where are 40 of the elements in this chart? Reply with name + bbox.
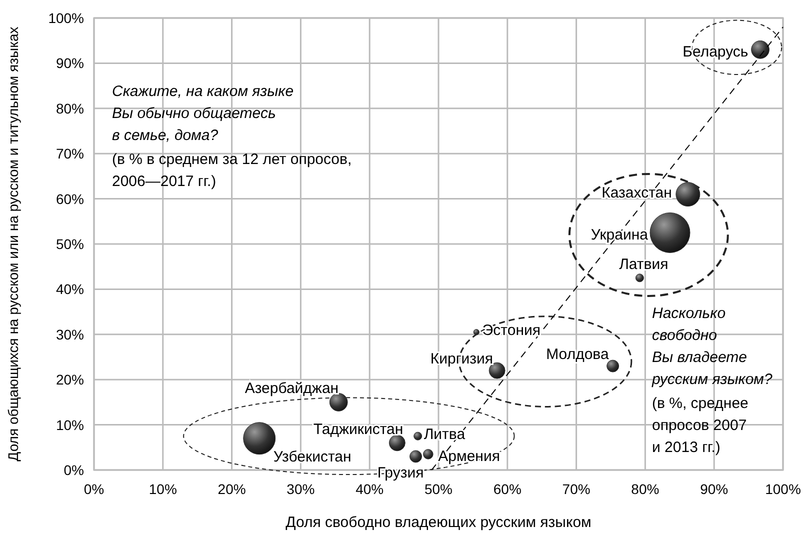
y-tick-label: 80% bbox=[56, 100, 84, 116]
y-tick-label: 90% bbox=[56, 55, 84, 72]
x-tick-label: 40% bbox=[356, 481, 384, 497]
annotation: Скажите, на каком языке Вы обычно общаетесь в семье, дома? bbox=[112, 83, 294, 144]
annotation: Узбекистан bbox=[273, 448, 352, 466]
annotation: Беларусь bbox=[682, 44, 748, 61]
x-tick-label: 30% bbox=[286, 481, 315, 497]
x-tick-label: 90% bbox=[700, 481, 728, 497]
annotation: Таджикистан bbox=[313, 420, 404, 438]
y-axis-title: Доля общающихся на русском или на русском и титульном языках bbox=[5, 26, 21, 462]
annotation: Литва bbox=[424, 426, 466, 444]
annotation: Латвия bbox=[619, 256, 668, 273]
annotation: Киргизия bbox=[430, 350, 494, 368]
y-tick-label: 100% bbox=[48, 10, 84, 26]
y-tick-label: 40% bbox=[56, 281, 84, 298]
x-tick-label: 10% bbox=[148, 481, 177, 497]
y-tick-label: 30% bbox=[56, 326, 84, 342]
x-tick-label: 60% bbox=[493, 481, 522, 497]
x-axis-title: Доля свободно владеющих русским языком bbox=[286, 514, 592, 531]
y-tick-label: 20% bbox=[56, 372, 84, 388]
y-tick-label: 50% bbox=[56, 236, 84, 252]
annotation: Эстония bbox=[482, 322, 541, 340]
x-tick-label: 70% bbox=[562, 481, 590, 497]
x-tick-label: 50% bbox=[424, 481, 453, 497]
y-tick-label: 0% bbox=[64, 462, 84, 478]
annotation: (в %, среднее опросов 2007 и 2013 гг.) bbox=[652, 395, 748, 456]
y-tick-label: 60% bbox=[56, 190, 84, 207]
x-tick-label: 80% bbox=[631, 481, 660, 497]
x-tick-label: 100% bbox=[765, 481, 801, 497]
annotation: Насколько свободно Вы владеете русским языком? bbox=[651, 305, 773, 388]
annotation: Украина bbox=[590, 226, 649, 244]
annotation: Молдова bbox=[546, 346, 610, 364]
x-tick-label: 20% bbox=[218, 481, 246, 497]
y-tick-label: 10% bbox=[56, 416, 84, 433]
annotation: Азербайджан bbox=[244, 380, 339, 398]
annotation: Казахстан bbox=[602, 184, 672, 202]
annotation: Грузия bbox=[377, 464, 424, 482]
x-tick-label: 0% bbox=[84, 481, 104, 497]
annotation: (в % в среднем за 12 лет опросов, 2006—2017 гг.) bbox=[112, 151, 352, 190]
y-tick-label: 70% bbox=[56, 146, 84, 162]
